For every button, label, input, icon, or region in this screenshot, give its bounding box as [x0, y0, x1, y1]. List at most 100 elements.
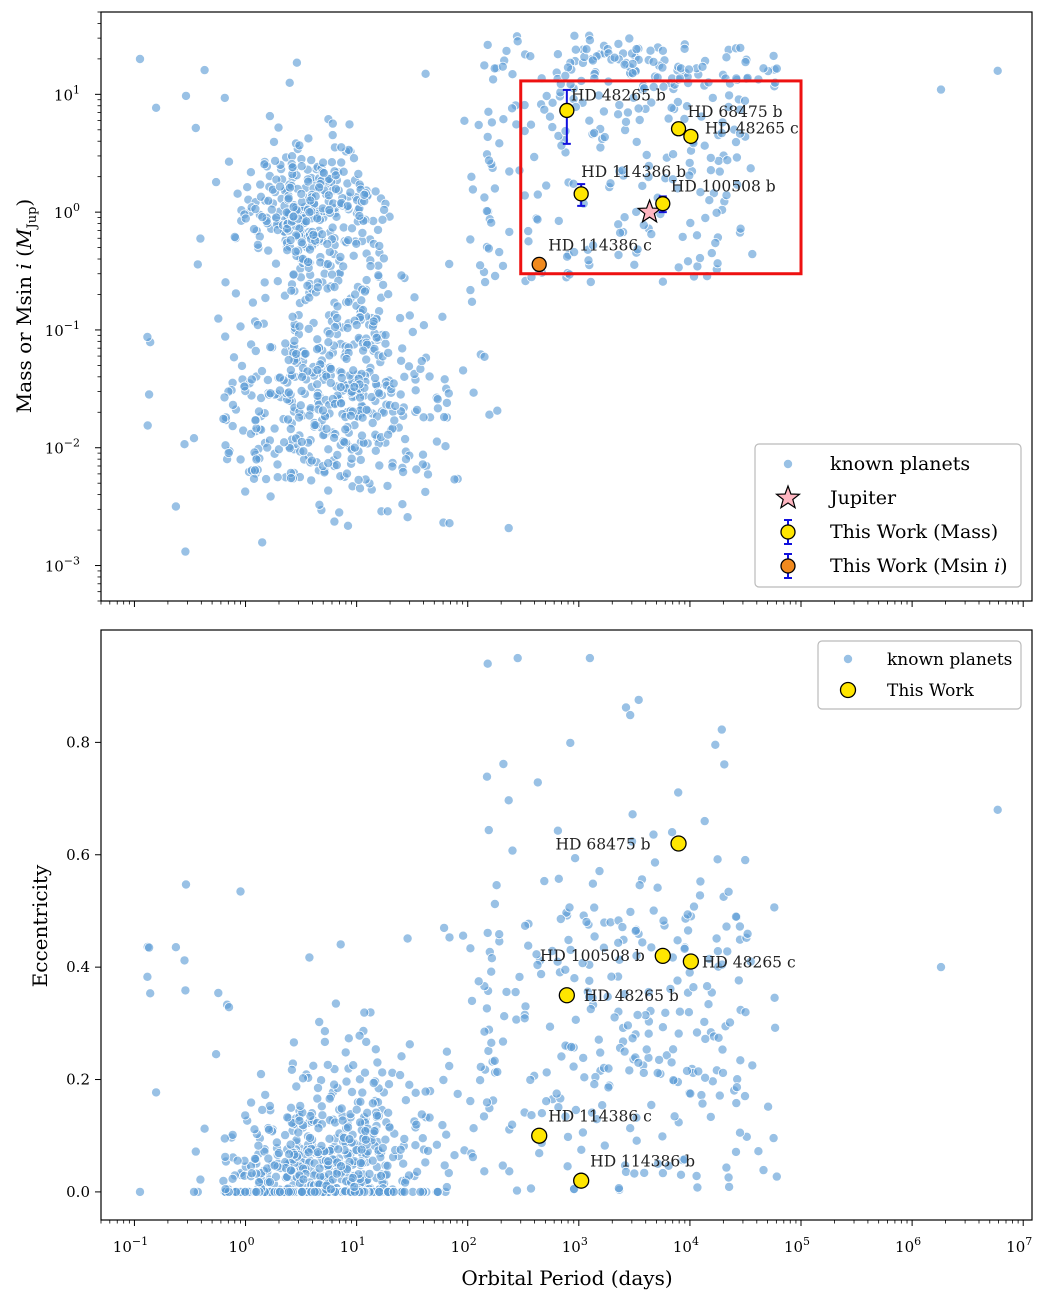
known-planet-point — [602, 991, 613, 1002]
known-planet-point — [354, 1030, 365, 1041]
known-planet-point — [431, 1139, 442, 1150]
known-planet-point — [326, 157, 337, 168]
known-planet-point — [731, 911, 742, 922]
known-planet-point — [532, 960, 543, 971]
known-planet-point — [734, 104, 745, 115]
known-planet-point — [390, 400, 401, 411]
known-planet-point — [740, 57, 751, 68]
known-planet-point — [308, 1060, 319, 1071]
known-planet-point — [486, 966, 497, 977]
known-planet-point — [223, 1002, 234, 1013]
known-planet-point — [705, 165, 716, 176]
known-planet-point — [624, 1065, 635, 1076]
planet-annotation: HD 48265 b — [571, 86, 666, 104]
known-planet-point — [526, 119, 537, 130]
known-planet-point — [597, 1100, 608, 1111]
known-planet-point — [368, 316, 379, 327]
known-planet-point — [669, 1111, 680, 1122]
known-planet-point — [482, 927, 493, 938]
known-planet-point — [563, 935, 574, 946]
known-planet-point — [479, 1166, 490, 1177]
known-planet-point — [514, 971, 525, 982]
known-planet-point — [253, 1140, 264, 1151]
planet-annotation: HD 100508 b — [540, 947, 645, 965]
known-planet-point — [584, 992, 595, 1003]
known-planet-point — [721, 921, 732, 932]
known-planet-point — [646, 97, 657, 108]
known-planet-point — [531, 949, 542, 960]
known-planet-point — [263, 195, 274, 206]
known-planet-point — [348, 1060, 359, 1071]
known-planet-point — [740, 855, 751, 866]
this-work-point — [683, 128, 699, 144]
known-planet-point — [377, 214, 388, 225]
known-planet-point — [359, 189, 370, 200]
known-planet-point — [301, 216, 312, 227]
legend-label: known planets — [887, 650, 1012, 670]
known-planet-point — [486, 117, 497, 128]
known-planet-point — [312, 1093, 323, 1104]
known-planet-point — [551, 1088, 562, 1099]
known-planet-point — [377, 1143, 388, 1154]
known-planet-point — [639, 83, 650, 94]
known-planet-point — [449, 1150, 460, 1161]
known-planet-point — [769, 992, 780, 1003]
known-planet-point — [465, 943, 476, 954]
known-planet-point — [577, 958, 588, 969]
known-planet-point — [685, 217, 696, 228]
known-planet-point — [417, 449, 428, 460]
known-planet-point — [285, 1139, 296, 1150]
known-planet-point — [638, 220, 649, 231]
known-planet-point — [465, 1096, 476, 1107]
known-planet-point — [652, 882, 663, 893]
known-planet-point — [716, 724, 727, 735]
known-planet-point — [552, 956, 563, 967]
known-planet-point — [613, 1183, 624, 1194]
known-planet-point — [250, 415, 261, 426]
known-planet-point — [367, 417, 378, 428]
known-planet-point — [619, 989, 630, 1000]
known-planet-point — [378, 253, 389, 264]
known-planet-point — [313, 1123, 324, 1134]
known-planet-point — [397, 343, 408, 354]
this-work-point — [573, 1172, 590, 1189]
known-planet-point — [180, 90, 191, 101]
known-planet-point — [319, 1036, 330, 1047]
known-planet-point — [654, 1054, 665, 1065]
known-planet-point — [332, 312, 343, 323]
planet-annotation: HD 100508 b — [671, 178, 776, 196]
known-planet-point — [280, 338, 291, 349]
known-planet-point — [717, 959, 728, 970]
known-planet-point — [285, 423, 296, 434]
known-planet-point — [652, 1068, 663, 1079]
known-planet-point — [481, 1003, 492, 1014]
known-planet-point — [248, 224, 259, 235]
known-planet-point — [417, 459, 428, 470]
known-planet-point — [134, 54, 145, 65]
known-planet-point — [503, 523, 514, 534]
known-planet-point — [251, 1186, 262, 1197]
known-planet-point — [303, 256, 314, 267]
known-planet-point — [353, 168, 364, 179]
known-planet-point — [283, 354, 294, 365]
known-planet-point — [282, 414, 293, 425]
known-planet-point — [377, 1067, 388, 1078]
known-planet-point — [475, 260, 486, 271]
known-planet-point — [245, 167, 256, 178]
known-planet-point — [467, 1152, 478, 1163]
known-planet-point — [273, 1148, 284, 1159]
known-planet-point — [624, 33, 635, 44]
ecc-y-ticks: 0.0 0.2 0.4 0.6 0.8 — [66, 733, 101, 1201]
known-planet-point — [285, 235, 296, 246]
known-planet-point — [343, 235, 354, 246]
known-planet-point — [695, 876, 706, 887]
known-planet-point — [507, 1119, 518, 1130]
known-planet-point — [771, 63, 782, 74]
known-planet-point — [170, 501, 181, 512]
known-planet-point — [361, 354, 372, 365]
known-planet-point — [339, 437, 350, 448]
known-planet-point — [769, 902, 780, 913]
known-planet-point — [199, 65, 210, 76]
mass-y-axis-label: Mass or Msin i (MJup) — [12, 199, 40, 413]
known-planet-point — [395, 1144, 406, 1155]
